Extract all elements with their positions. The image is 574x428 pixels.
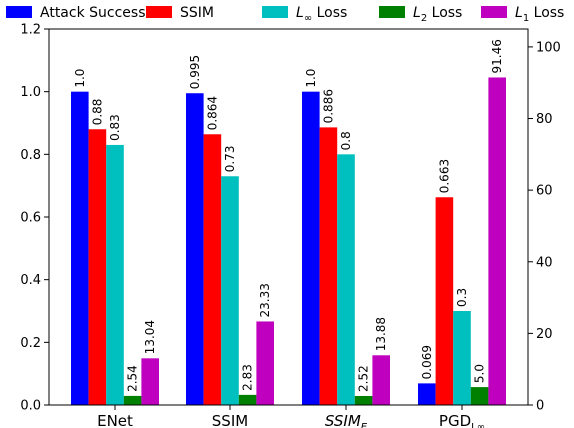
left-tick-label: 0.8 <box>20 148 41 163</box>
value-label: 0.8 <box>339 131 353 150</box>
legend-item-attack-success: Attack Success <box>6 5 146 21</box>
legend-swatch <box>262 6 288 18</box>
value-label: 13.88 <box>374 317 388 351</box>
legend-swatch <box>379 6 405 18</box>
axes: 0.0 0.2 0.4 0.6 0.8 1.0 1.2 0 20 40 60 80 100 ENet SSI… <box>20 23 561 428</box>
bar-l-loss-enet <box>106 144 124 405</box>
right-tick-label: 80 <box>536 112 553 127</box>
legend-label: SSIM <box>180 5 214 21</box>
left-tick-label: 0.4 <box>20 273 41 288</box>
value-label: 0.069 <box>420 345 434 379</box>
bar-l-loss-ssim <box>221 176 239 405</box>
right-tick-label: 20 <box>536 327 553 342</box>
left-tick-label: 0.6 <box>20 211 41 226</box>
bar-attack-success-pgd <box>418 383 436 405</box>
legend-item-l1-loss: L1 Loss <box>481 5 564 24</box>
category-label-enet: ENet <box>97 412 133 428</box>
bar-l2-loss-ssim-e <box>354 395 373 405</box>
legend-label: L∞ Loss <box>296 5 347 24</box>
legend-swatch <box>481 6 507 18</box>
category-label-pgd: PGDL∞ <box>439 412 485 428</box>
value-label: 13.04 <box>143 320 157 354</box>
left-tick-label: 0.0 <box>20 399 41 414</box>
bar-l1-loss-pgd <box>488 77 506 406</box>
bar-attack-success-enet <box>71 91 89 406</box>
right-tick-label: 0 <box>536 399 544 414</box>
value-labels: 1.0 0.995 1.0 0.069 0.88 0.864 0.886 0.663 0.83 0… <box>73 39 504 392</box>
legend-item-l-loss: L∞ Loss <box>262 5 347 24</box>
value-label: 0.73 <box>223 146 237 173</box>
bar-l1-loss-ssim-e <box>372 355 390 405</box>
value-label: 0.886 <box>321 89 335 123</box>
value-label: 91.46 <box>490 39 504 73</box>
value-label: 0.3 <box>455 288 469 307</box>
bar-ssim-ssim-e <box>319 127 338 406</box>
category-label-ssim: SSIM <box>212 412 248 428</box>
legend: Attack Success SSIM L∞ Loss L2 Loss L1 Loss <box>6 5 564 24</box>
value-label: 0.995 <box>188 55 202 89</box>
value-label: 0.83 <box>108 114 122 141</box>
value-label: 2.54 <box>126 365 140 392</box>
left-tick-label: 1.2 <box>20 23 41 38</box>
bar-l2-loss-pgd <box>470 387 489 405</box>
legend-swatch <box>146 6 172 18</box>
legend-item-ssim: SSIM <box>146 5 214 21</box>
right-tick-label: 40 <box>536 255 553 270</box>
bar-ssim-ssim <box>203 134 222 405</box>
legend-item-l2-loss: L2 Loss <box>379 5 462 24</box>
value-label: 23.33 <box>258 283 272 317</box>
left-tick-label: 0.2 <box>20 336 41 351</box>
value-label: 5.0 <box>473 364 487 383</box>
value-label: 2.83 <box>241 364 255 391</box>
value-label: 0.88 <box>90 99 104 126</box>
category-label-ssim-e: SSIME <box>325 412 368 428</box>
value-label: 0.663 <box>437 159 451 193</box>
value-label: 2.52 <box>357 365 371 392</box>
legend-label: Attack Success <box>40 5 146 21</box>
right-tick-label: 60 <box>536 184 553 199</box>
legend-label: L2 Loss <box>413 5 462 24</box>
bar-attack-success-ssim <box>186 93 204 405</box>
bars <box>71 77 506 406</box>
bar-attack-success-ssim-e <box>302 91 320 406</box>
legend-label: L1 Loss <box>515 5 564 24</box>
value-label: 1.0 <box>73 69 87 88</box>
bar-ssim-enet <box>88 129 107 405</box>
left-tick-label: 1.0 <box>20 85 41 100</box>
bar-l2-loss-enet <box>123 395 142 405</box>
value-label: 1.0 <box>304 69 318 88</box>
bar-l-loss-pgd <box>453 311 471 405</box>
legend-swatch <box>6 6 32 18</box>
bar-ssim-pgd <box>435 197 454 405</box>
bar-l1-loss-enet <box>141 358 159 405</box>
bar-l-loss-ssim-e <box>337 154 355 405</box>
bar-l2-loss-ssim <box>238 394 257 405</box>
value-label: 0.864 <box>205 96 219 130</box>
bar-l1-loss-ssim <box>256 321 274 405</box>
right-tick-label: 100 <box>536 40 561 55</box>
